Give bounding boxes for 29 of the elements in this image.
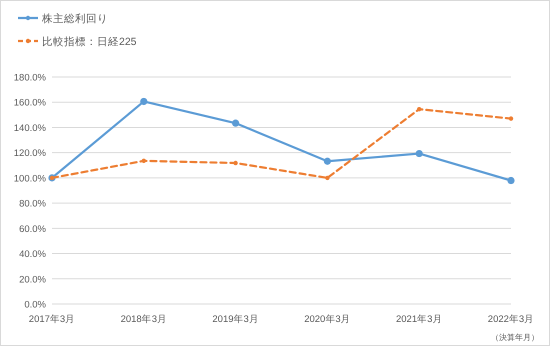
point — [232, 120, 240, 127]
x-tick-label: 2019年3月 — [212, 313, 259, 325]
x-tick-label: 2017年3月 — [28, 313, 76, 325]
point — [416, 150, 423, 158]
point — [508, 116, 514, 121]
y-tick-label: 0.0% — [24, 300, 47, 310]
y-tick-label: 120.0% — [14, 148, 47, 160]
point — [507, 176, 515, 184]
y-tick-label: 80.0% — [19, 198, 47, 210]
y-tick-label: 40.0% — [19, 249, 47, 260]
text: （決算年月） — [491, 333, 539, 342]
point — [140, 98, 148, 106]
point — [324, 158, 331, 165]
point — [233, 160, 238, 166]
y-tick-label: 140.0% — [14, 122, 47, 134]
x-tick-label: 2020年3月 — [304, 313, 351, 325]
x-tick-label: 2021年3月 — [396, 313, 442, 325]
point — [417, 106, 422, 112]
legend-label: 株主総利回り — [41, 12, 108, 25]
y-tick-label: 100.0% — [14, 173, 47, 184]
y-tick-label: 180.0% — [14, 72, 47, 84]
x-tick-label: 2018年3月 — [120, 313, 168, 325]
y-tick-label: 20.0% — [19, 274, 47, 286]
legend-label: 比較指標：日経225 — [42, 35, 137, 48]
point — [325, 176, 330, 180]
point — [142, 158, 146, 164]
y-tick-label: 160.0% — [14, 98, 47, 109]
y-tick-label: 60.0% — [19, 224, 47, 235]
x-tick-label: 2022年3月 — [488, 313, 534, 325]
